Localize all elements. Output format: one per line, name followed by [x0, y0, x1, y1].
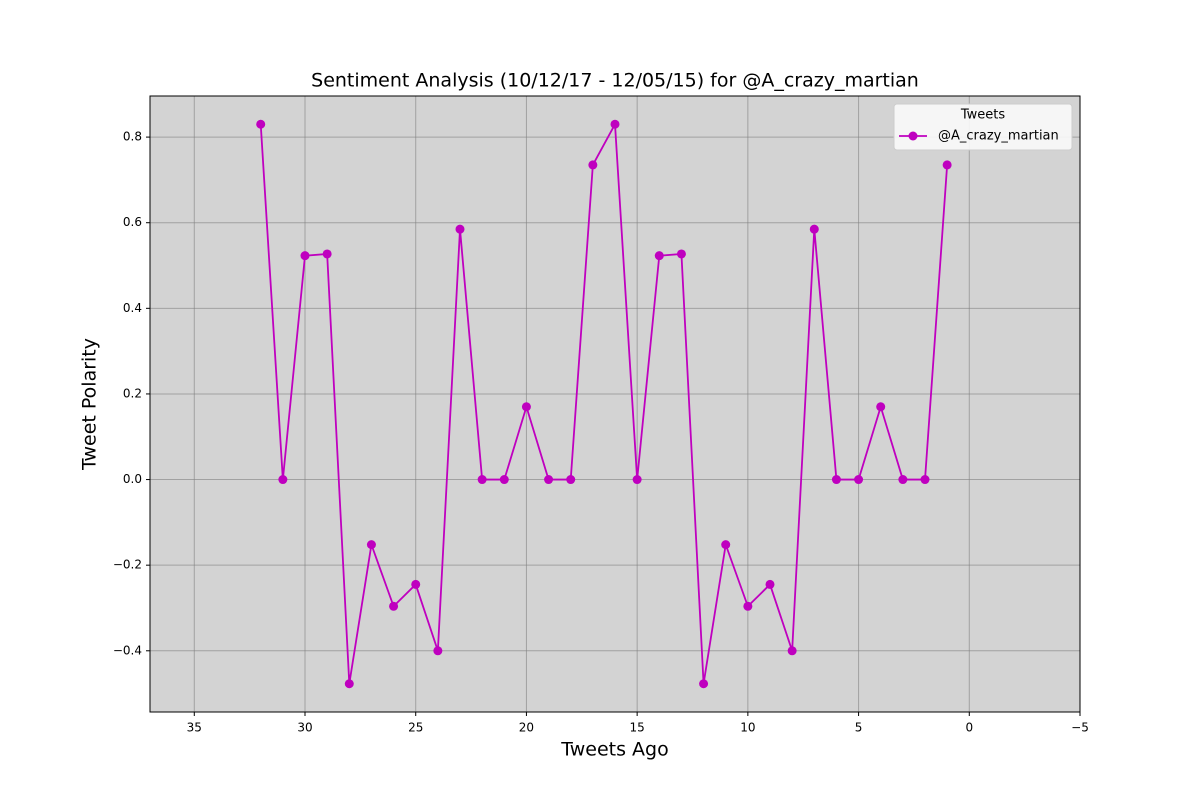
x-tick-label: 5 [855, 721, 863, 735]
y-tick-label: 0.2 [123, 386, 142, 400]
data-point [876, 402, 886, 412]
y-axis-label: Tweet Polarity [79, 338, 101, 471]
x-tick-label: 15 [630, 721, 645, 735]
x-tick-label: 30 [297, 721, 312, 735]
data-point [344, 679, 354, 689]
data-point [566, 475, 576, 485]
data-point [433, 646, 443, 656]
data-point [499, 475, 509, 485]
x-tick-label: 35 [187, 721, 202, 735]
legend-title: Tweets [960, 108, 1006, 123]
data-point [787, 646, 797, 656]
data-point [809, 224, 819, 234]
x-tick-label: 10 [740, 721, 755, 735]
data-point [322, 249, 332, 259]
y-tick-label: 0.6 [123, 215, 142, 229]
x-tick-label: 20 [519, 721, 534, 735]
data-point [654, 251, 664, 261]
data-point [765, 579, 775, 589]
y-tick-label: 0.8 [123, 130, 142, 144]
y-tick-label: −0.2 [113, 558, 142, 572]
data-point [898, 475, 908, 485]
data-point [256, 119, 266, 129]
data-point [920, 475, 930, 485]
legend-label: @A_crazy_martian [938, 129, 1059, 144]
data-point [588, 160, 598, 170]
data-point [699, 679, 709, 689]
data-point [743, 601, 753, 611]
data-point [544, 475, 554, 485]
data-point [632, 475, 642, 485]
x-tick-label: 0 [965, 721, 973, 735]
data-point [521, 402, 531, 412]
x-tick-label: −5 [1071, 721, 1089, 735]
data-point [411, 579, 421, 589]
data-point [610, 119, 620, 129]
legend-box [893, 103, 1073, 151]
y-tick-label: 0.0 [123, 472, 142, 486]
plot-frame [149, 95, 1081, 713]
data-point [278, 475, 288, 485]
data-point [721, 540, 731, 550]
data-point [389, 601, 399, 611]
data-point [477, 475, 487, 485]
series-line [259, 121, 949, 684]
data-point [300, 251, 310, 261]
x-tick-label: 25 [408, 721, 423, 735]
y-tick-label: 0.4 [123, 301, 142, 315]
data-point [455, 224, 465, 234]
data-point [366, 540, 376, 550]
x-axis-label: Tweets Ago [560, 739, 668, 761]
data-point [942, 160, 952, 170]
legend-marker [908, 131, 918, 141]
chart-title: Sentiment Analysis (10/12/17 - 12/05/15)… [311, 70, 919, 92]
y-tick-label: −0.4 [113, 643, 142, 657]
data-point [831, 475, 841, 485]
data-point [676, 249, 686, 259]
data-point [854, 475, 864, 485]
